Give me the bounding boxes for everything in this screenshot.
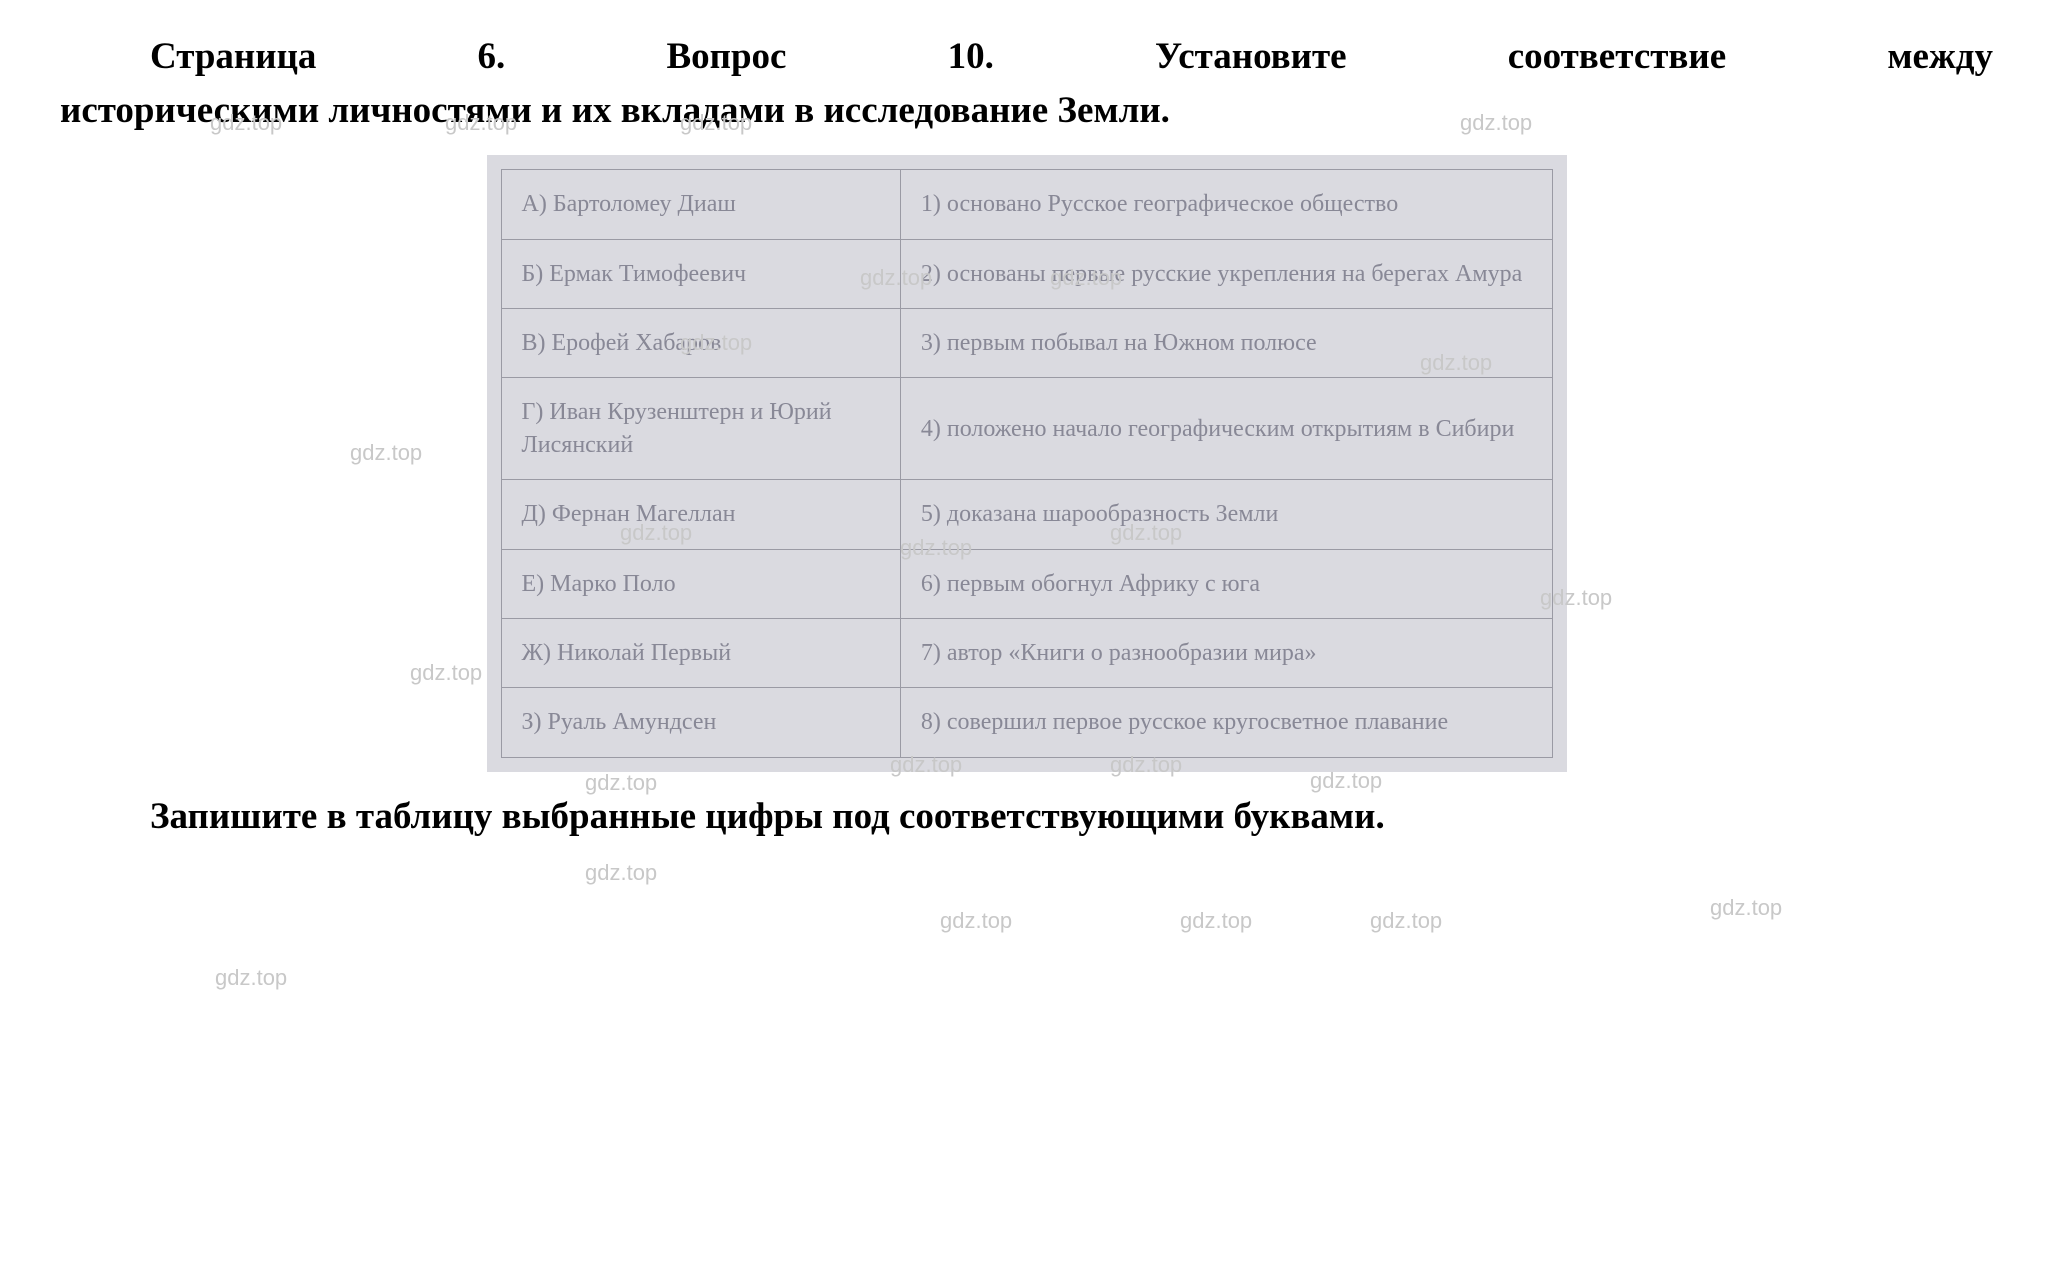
table-row: Г) Иван Крузенштерн и Юрий Лисянский 4) …	[501, 378, 1552, 480]
contribution-cell: 1) основано Русское географическое общес…	[900, 170, 1552, 239]
page-root: Страница 6. Вопрос 10. Установите соотве…	[60, 30, 1993, 843]
watermark-text: gdz.top	[350, 440, 422, 466]
question-header: Страница 6. Вопрос 10. Установите соотве…	[60, 30, 1993, 137]
person-cell: Б) Ермак Тимофеевич	[501, 239, 900, 308]
table-row: А) Бартоломеу Диаш 1) основано Русское г…	[501, 170, 1552, 239]
watermark-text: gdz.top	[1370, 908, 1442, 934]
person-cell: З) Руаль Амундсен	[501, 688, 900, 757]
watermark-text: gdz.top	[215, 965, 287, 991]
watermark-text: gdz.top	[585, 860, 657, 886]
match-table: А) Бартоломеу Диаш 1) основано Русское г…	[501, 169, 1553, 758]
person-cell: Д) Фернан Магеллан	[501, 480, 900, 549]
contribution-cell: 8) совершил первое русское кругосветное …	[900, 688, 1552, 757]
contribution-cell: 6) первым обогнул Африку с юга	[900, 549, 1552, 618]
contribution-cell: 2) основаны первые русские укрепления на…	[900, 239, 1552, 308]
person-cell: А) Бартоломеу Диаш	[501, 170, 900, 239]
instruction-text: Запишите в таблицу выбранные цифры под с…	[60, 790, 1993, 844]
table-row: Е) Марко Поло 6) первым обогнул Африку с…	[501, 549, 1552, 618]
contribution-cell: 7) автор «Книги о разнообразии мира»	[900, 619, 1552, 688]
contribution-cell: 4) положено начало географическим открыт…	[900, 378, 1552, 480]
table-row: Ж) Николай Первый 7) автор «Книги о разн…	[501, 619, 1552, 688]
person-cell: Ж) Николай Первый	[501, 619, 900, 688]
person-cell: Е) Марко Поло	[501, 549, 900, 618]
person-cell: В) Ерофей Хабаров	[501, 309, 900, 378]
watermark-text: gdz.top	[1710, 895, 1782, 921]
match-table-container: А) Бартоломеу Диаш 1) основано Русское г…	[487, 155, 1567, 772]
watermark-text: gdz.top	[940, 908, 1012, 934]
person-cell: Г) Иван Крузенштерн и Юрий Лисянский	[501, 378, 900, 480]
table-row: З) Руаль Амундсен 8) совершил первое рус…	[501, 688, 1552, 757]
table-row: В) Ерофей Хабаров 3) первым побывал на Ю…	[501, 309, 1552, 378]
contribution-cell: 5) доказана шарообразность Земли	[900, 480, 1552, 549]
header-line-2: историческими личностями и их вкладами в…	[60, 84, 1993, 138]
header-line-1: Страница 6. Вопрос 10. Установите соотве…	[60, 30, 1993, 84]
watermark-text: gdz.top	[410, 660, 482, 686]
table-row: Б) Ермак Тимофеевич 2) основаны первые р…	[501, 239, 1552, 308]
watermark-text: gdz.top	[1180, 908, 1252, 934]
contribution-cell: 3) первым побывал на Южном полюсе	[900, 309, 1552, 378]
table-row: Д) Фернан Магеллан 5) доказана шарообраз…	[501, 480, 1552, 549]
